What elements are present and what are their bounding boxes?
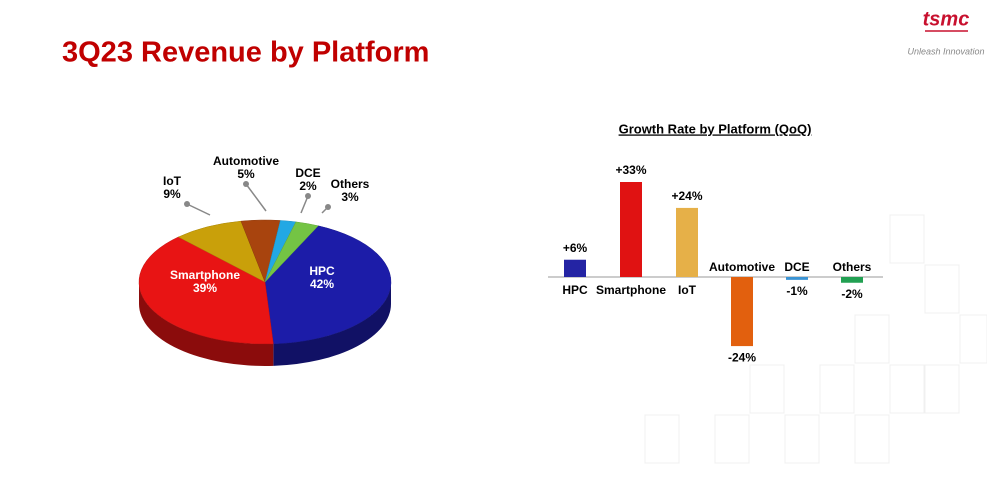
bar-value-label: -24% bbox=[728, 350, 756, 364]
leader-line bbox=[245, 183, 267, 212]
pie-value-label: 39% bbox=[193, 281, 217, 295]
x-tick-label: Smartphone bbox=[596, 283, 666, 297]
x-tick-label: Others bbox=[833, 260, 872, 274]
pie-slice-side bbox=[139, 282, 274, 366]
x-tick-label: Automotive bbox=[709, 260, 775, 274]
pie-label: Smartphone bbox=[170, 268, 240, 282]
pie-label: HPC bbox=[309, 264, 335, 278]
pie-label: DCE bbox=[295, 166, 320, 180]
pie-slice bbox=[138, 236, 274, 345]
leader-dot bbox=[325, 204, 331, 210]
x-tick-label: IoT bbox=[678, 283, 697, 297]
pie-label: IoT bbox=[163, 174, 182, 188]
bar bbox=[564, 259, 586, 277]
bar bbox=[620, 182, 642, 277]
pie-slice bbox=[264, 225, 392, 345]
bar-value-label: +33% bbox=[615, 163, 646, 177]
pie-value-label: 3% bbox=[341, 190, 359, 204]
bar-value-label: +6% bbox=[563, 241, 588, 255]
leader-dot bbox=[184, 201, 190, 207]
pie-value-label: 5% bbox=[237, 167, 255, 181]
pie-value-label: 2% bbox=[299, 179, 317, 193]
pie-slice bbox=[264, 221, 319, 283]
bar-value-label: +24% bbox=[671, 189, 702, 203]
logo: tsmc bbox=[923, 8, 970, 30]
pie-label: Others bbox=[331, 177, 370, 191]
bar-value-label: -1% bbox=[786, 284, 808, 298]
bar bbox=[841, 277, 863, 283]
bar bbox=[731, 277, 753, 347]
slide-title: 3Q23 Revenue by Platform bbox=[62, 37, 429, 69]
background-tiles bbox=[644, 214, 987, 464]
pie-label: Automotive bbox=[213, 154, 279, 168]
leader-dot bbox=[243, 181, 249, 187]
pie-value-label: 42% bbox=[310, 277, 334, 291]
tagline: Unleash Innovation bbox=[907, 46, 984, 56]
x-tick-label: DCE bbox=[784, 260, 809, 274]
pie-value-label: 9% bbox=[163, 187, 181, 201]
pie-slice-side bbox=[273, 282, 391, 366]
bar-chart-title: Growth Rate by Platform (QoQ) bbox=[619, 121, 812, 136]
leader-dot bbox=[305, 193, 311, 199]
leader-line bbox=[186, 203, 211, 216]
bar bbox=[786, 277, 808, 280]
x-tick-label: HPC bbox=[562, 283, 588, 297]
bar bbox=[676, 207, 698, 277]
leader-line bbox=[300, 195, 309, 214]
bar-value-label: -2% bbox=[841, 287, 863, 301]
